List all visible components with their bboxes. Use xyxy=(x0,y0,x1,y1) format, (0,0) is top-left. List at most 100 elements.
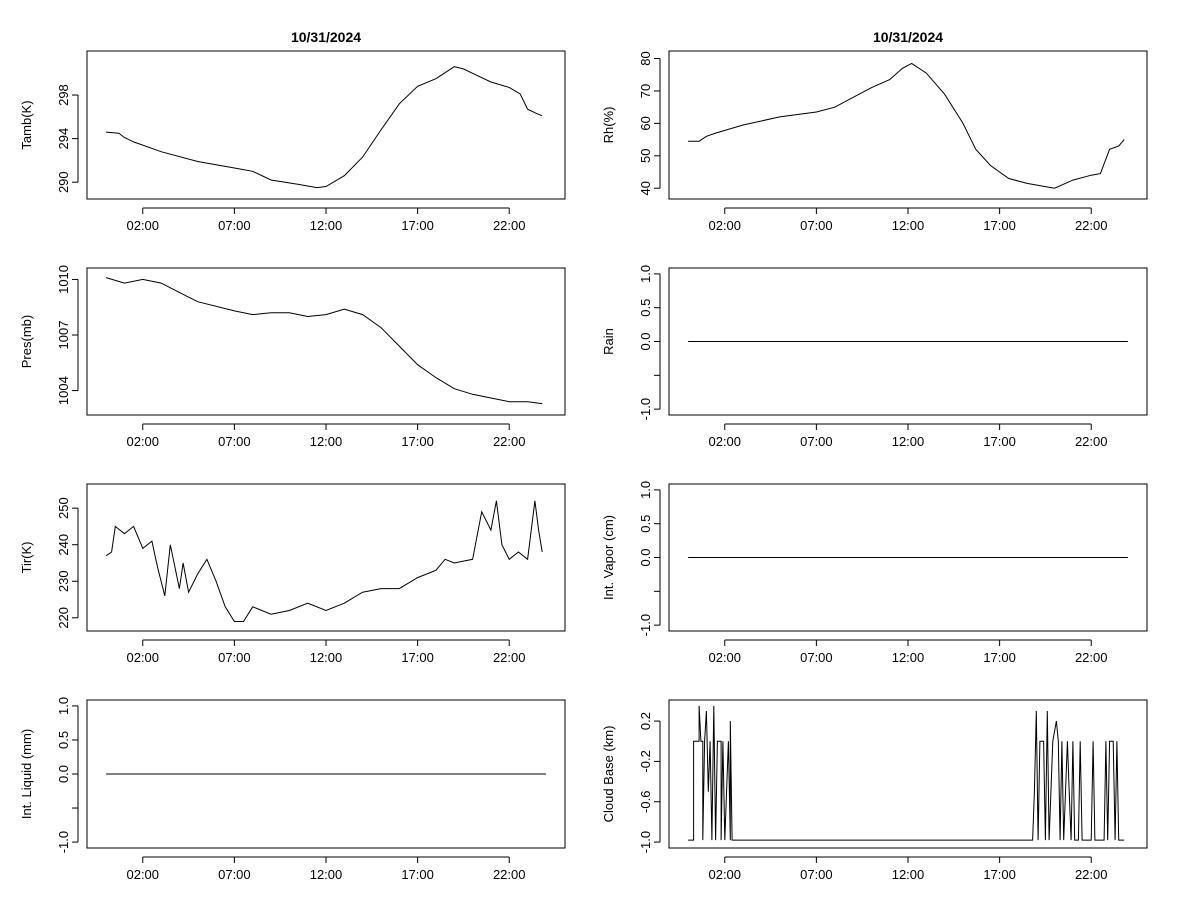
x-tick-label: 07:00 xyxy=(218,867,251,882)
plot-frame xyxy=(86,483,566,632)
y-tick-label: 240 xyxy=(56,534,71,556)
x-tick-label: 22:00 xyxy=(493,434,526,449)
y-tick-label: 1.0 xyxy=(638,265,653,283)
x-tick-label: 17:00 xyxy=(401,218,434,233)
x-tick-label: 07:00 xyxy=(800,867,833,882)
x-tick-label: 17:00 xyxy=(401,867,434,882)
x-tick-label: 17:00 xyxy=(401,434,434,449)
y-tick-label: 0.0 xyxy=(638,332,653,350)
x-tick-label: 12:00 xyxy=(892,650,925,665)
y-tick-label: 298 xyxy=(56,84,71,106)
plot-frame xyxy=(668,267,1148,416)
y-tick-label: 60 xyxy=(638,116,653,130)
y-tick-label: 50 xyxy=(638,149,653,163)
x-tick-label: 07:00 xyxy=(218,650,251,665)
y-tick-label: -1.0 xyxy=(638,831,653,853)
y-tick-label: 0.5 xyxy=(638,299,653,317)
chart-title: 10/31/2024 xyxy=(873,29,943,45)
x-tick-label: 17:00 xyxy=(401,650,434,665)
y-tick-label: 1007 xyxy=(56,321,71,350)
y-tick-label: 70 xyxy=(638,84,653,98)
plot-frame xyxy=(668,483,1148,632)
y-tick-label: 220 xyxy=(56,607,71,629)
plot-frame xyxy=(86,50,566,200)
y-axis-label: Cloud Base (km) xyxy=(601,726,616,823)
x-tick-label: 12:00 xyxy=(892,434,925,449)
y-axis-label: Rain xyxy=(601,328,616,355)
x-tick-label: 17:00 xyxy=(983,218,1016,233)
x-tick-label: 07:00 xyxy=(800,434,833,449)
chart-panel-2: 10/31/2024 02:00 07:00 12:00 17:00 22:00 40 50 6… xyxy=(601,29,1148,233)
x-tick-label: 22:00 xyxy=(493,218,526,233)
y-tick-label: 0.5 xyxy=(638,515,653,533)
x-tick-label: 12:00 xyxy=(892,218,925,233)
plot-frame xyxy=(86,699,566,849)
series-line xyxy=(688,62,1125,189)
y-tick-label: 1.0 xyxy=(638,481,653,499)
chart-title: 10/31/2024 xyxy=(291,29,361,45)
x-tick-label: 12:00 xyxy=(310,218,343,233)
y-tick-label: 40 xyxy=(638,181,653,195)
y-tick-label: -1.0 xyxy=(638,614,653,636)
y-axis-label: Int. Vapor (cm) xyxy=(601,515,616,600)
series-line xyxy=(105,500,543,622)
y-axis-label: Tamb(K) xyxy=(19,100,34,149)
chart-panel-5: 02:00 07:00 12:00 17:00 22:00 220 230 240 250 Tir… xyxy=(19,483,566,665)
x-tick-label: 02:00 xyxy=(126,434,159,449)
x-tick-label: 22:00 xyxy=(1075,867,1108,882)
chart-panel-1: 10/31/2024 02:00 07:00 12:00 17:00 22:00 290 29… xyxy=(19,29,566,233)
y-tick-label: -1.0 xyxy=(56,831,71,853)
y-tick-label: 1.0 xyxy=(56,697,71,715)
x-tick-label: 17:00 xyxy=(983,434,1016,449)
x-tick-label: 02:00 xyxy=(126,650,159,665)
x-tick-label: 02:00 xyxy=(708,218,741,233)
x-tick-label: 22:00 xyxy=(493,650,526,665)
x-tick-label: 02:00 xyxy=(126,867,159,882)
chart-panel-8: 02:00 07:00 12:00 17:00 22:00 -1.0 -0.6 -0.2 0.2… xyxy=(601,699,1148,882)
plot-frame xyxy=(668,699,1148,849)
y-axis-label: Int. Liquid (mm) xyxy=(19,729,34,819)
chart-panel-3: 02:00 07:00 12:00 17:00 22:00 1004 1007 1010 Pre… xyxy=(19,265,566,449)
x-tick-label: 07:00 xyxy=(218,218,251,233)
x-tick-label: 12:00 xyxy=(310,434,343,449)
x-tick-label: 02:00 xyxy=(708,650,741,665)
series-line xyxy=(106,66,543,189)
y-tick-label: 0.5 xyxy=(56,731,71,749)
y-tick-label: 0.2 xyxy=(638,712,653,730)
x-tick-label: 07:00 xyxy=(800,650,833,665)
chart-panel-6: 02:00 07:00 12:00 17:00 22:00 -1.0 0.0 0.5 1.0 In… xyxy=(601,481,1148,665)
y-tick-label: -0.2 xyxy=(638,750,653,772)
x-tick-label: 12:00 xyxy=(310,867,343,882)
y-tick-label: 294 xyxy=(56,128,71,150)
y-tick-label: -0.6 xyxy=(638,791,653,813)
series-line xyxy=(688,705,1125,841)
x-tick-label: 02:00 xyxy=(126,218,159,233)
chart-panel-4: 02:00 07:00 12:00 17:00 22:00 -1.0 0.0 0.5 1.0 Ra… xyxy=(601,265,1148,449)
x-tick-label: 02:00 xyxy=(708,434,741,449)
y-tick-label: 290 xyxy=(56,171,71,193)
y-tick-label: 0.0 xyxy=(56,765,71,783)
y-tick-label: 0.0 xyxy=(638,548,653,566)
plot-frame xyxy=(668,50,1148,200)
x-tick-label: 12:00 xyxy=(310,650,343,665)
x-tick-label: 22:00 xyxy=(1075,650,1108,665)
y-axis-label: Tir(K) xyxy=(19,541,34,573)
x-tick-label: 02:00 xyxy=(708,867,741,882)
chart-panel-7: 02:00 07:00 12:00 17:00 22:00 -1.0 0.0 0.5 1.0 In… xyxy=(19,697,566,882)
plot-frame xyxy=(86,267,566,416)
y-tick-label: 1004 xyxy=(56,376,71,405)
x-tick-label: 12:00 xyxy=(892,867,925,882)
x-tick-label: 07:00 xyxy=(218,434,251,449)
x-tick-label: 07:00 xyxy=(800,218,833,233)
x-tick-label: 22:00 xyxy=(493,867,526,882)
y-axis-label: Pres(mb) xyxy=(19,315,34,368)
x-tick-label: 22:00 xyxy=(1075,218,1108,233)
y-tick-label: 1010 xyxy=(56,265,71,294)
y-axis-label: Rh(%) xyxy=(601,107,616,144)
x-tick-label: 17:00 xyxy=(983,867,1016,882)
y-tick-label: 230 xyxy=(56,570,71,592)
y-tick-label: 250 xyxy=(56,497,71,519)
y-tick-label: 80 xyxy=(638,51,653,65)
x-tick-label: 17:00 xyxy=(983,650,1016,665)
